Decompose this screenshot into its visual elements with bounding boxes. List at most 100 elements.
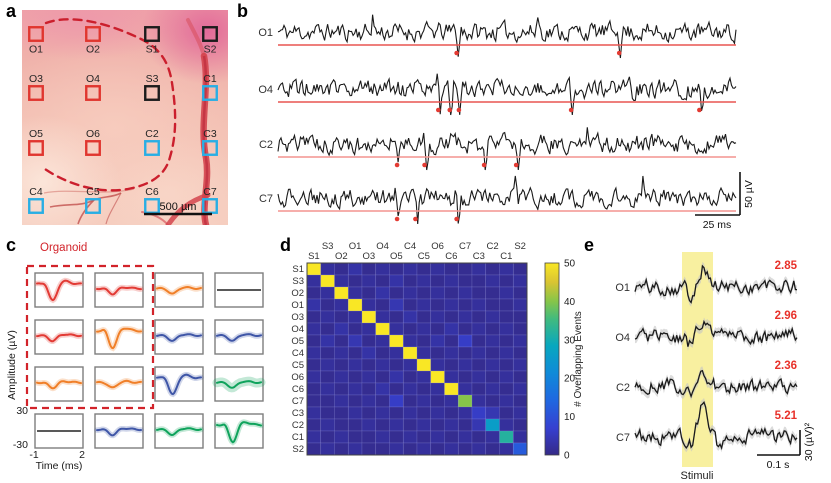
heatmap-cell	[499, 382, 514, 396]
heatmap-cell	[430, 358, 445, 372]
heatmap-cell	[361, 322, 377, 336]
heatmap-cell	[471, 442, 487, 456]
heatmap-cell	[512, 430, 528, 444]
electrode-label-C4: C4	[29, 186, 43, 198]
event-dot-O4-0	[436, 107, 441, 113]
response-value-O1: 2.85	[775, 260, 798, 272]
heatmap-cell	[416, 286, 432, 300]
heatmap-cell	[334, 430, 349, 444]
electrode-label-C5: C5	[86, 186, 100, 198]
heatmap-cell	[334, 298, 349, 312]
heatmap-cell	[499, 394, 514, 408]
heatmap-cell	[320, 286, 335, 300]
heatmap-cell	[375, 274, 390, 288]
heatmap-border	[306, 262, 528, 456]
event-dot-C2-2	[481, 162, 487, 168]
heatmap-cell	[471, 394, 487, 408]
heatmap-cell	[471, 406, 487, 420]
sem-envelope-O4	[635, 317, 797, 351]
heatmap-cell	[306, 298, 322, 312]
colorbar-tick-0: 0	[564, 451, 570, 462]
ytick-30: 30	[16, 405, 28, 417]
heatmap-cell	[320, 382, 335, 396]
trace-label-O4: O4	[615, 332, 630, 344]
heatmap-row-label-S3: S3	[292, 276, 304, 287]
heatmap-cell	[444, 430, 459, 444]
heatmap-cell	[485, 322, 500, 336]
heatmap-cell	[471, 262, 487, 276]
heatmap-cell	[375, 406, 390, 420]
heatmap-cell	[512, 358, 528, 372]
heatmap-cell	[499, 286, 514, 300]
heatmap-cell	[457, 370, 473, 384]
heatmap-cell	[512, 286, 528, 300]
heatmap-cell	[375, 370, 390, 384]
heatmap-col-label-C4: C4	[404, 241, 416, 252]
heatmap-cell	[361, 298, 377, 312]
electrode-square-C4	[28, 198, 44, 214]
heatmap-cell	[334, 274, 349, 288]
heatmap-cell	[416, 310, 432, 324]
heatmap-cell	[457, 358, 473, 372]
scalebar-label: 500 µm	[160, 201, 197, 213]
heatmap-cell	[375, 310, 390, 324]
time-axis-label: Time (ms)	[35, 460, 83, 472]
heatmap-cell	[499, 310, 514, 324]
electrode-label-O6: O6	[86, 128, 100, 140]
heatmap-cell	[306, 334, 322, 348]
trace-label-C7: C7	[616, 432, 630, 444]
heatmap-cell	[334, 406, 349, 420]
heatmap-cell	[485, 406, 500, 420]
heatmap-cell	[375, 298, 390, 312]
waveform-mean	[96, 286, 142, 296]
heatmap-cell	[334, 310, 349, 324]
panel-a-letter: a	[6, 1, 17, 21]
heatmap-cell	[457, 442, 473, 456]
heatmap-cell	[402, 346, 418, 360]
heatmap-cell	[457, 322, 473, 336]
heatmap-cell	[361, 394, 377, 408]
waveform-mean	[36, 380, 82, 390]
capillary	[77, 199, 95, 225]
heatmap-cell	[306, 406, 322, 420]
heatmap-cell	[389, 298, 404, 312]
electrode-label-S2: S2	[204, 44, 217, 56]
heatmap-cell	[512, 442, 528, 456]
heatmap-cell	[320, 430, 335, 444]
heatmap-cell	[375, 430, 390, 444]
heatmap-row-label-C4: C4	[292, 348, 304, 359]
power-scale-label: 30 (µV)²	[803, 422, 815, 461]
heatmap-cell	[444, 418, 459, 432]
heatmap-cell	[320, 298, 335, 312]
response-value-C7: 5.21	[775, 410, 798, 422]
heatmap-cell	[306, 310, 322, 324]
heatmap-cell	[389, 322, 404, 336]
raw-trace-O1	[277, 14, 737, 59]
heatmap-cell	[347, 358, 363, 372]
heatmap-cell	[512, 394, 528, 408]
heatmap-cell	[512, 274, 528, 288]
heatmap-cell	[485, 286, 500, 300]
heatmap-cell	[402, 430, 418, 444]
capillary	[43, 188, 135, 194]
heatmap-cell	[361, 346, 377, 360]
heatmap-cell	[430, 418, 445, 432]
heatmap-cell	[306, 394, 322, 408]
heatmap-cell	[361, 442, 377, 456]
heatmap-cell	[430, 406, 445, 420]
heatmap-cell	[485, 382, 500, 396]
heatmap-cell	[416, 370, 432, 384]
electrode-square-C1	[202, 85, 218, 101]
heatmap-cell	[347, 322, 363, 336]
heatmap-cell	[430, 274, 445, 288]
raw-trace-O4	[277, 73, 737, 116]
heatmap-cell	[471, 334, 487, 348]
heatmap-cell	[512, 262, 528, 276]
heatmap-cell	[334, 394, 349, 408]
panel-d-letter: d	[280, 235, 291, 255]
heatmap-cell	[389, 430, 404, 444]
panel-c-letter: c	[6, 235, 17, 255]
heatmap-cell	[361, 418, 377, 432]
heatmap-cell	[430, 298, 445, 312]
